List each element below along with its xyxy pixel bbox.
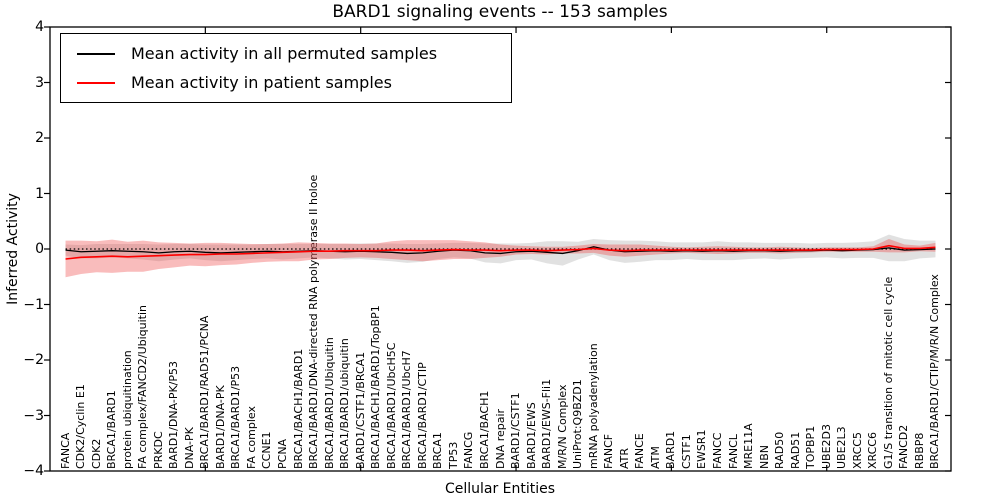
x-tick-label: DNA repair [493, 408, 507, 469]
x-tick-label: XRCC6 [866, 432, 880, 469]
y-tick-label: 0 [35, 241, 44, 257]
x-tick-label: BRCA1/BACH1/BARD1/TopBP1 [369, 305, 383, 469]
x-tick-label: UBE2D3 [819, 423, 833, 469]
x-tick-label: RAD50 [773, 431, 787, 469]
permuted-line-icon [77, 52, 115, 55]
legend-entry-patient: Mean activity in patient samples [71, 68, 501, 97]
patient-line-icon [77, 81, 115, 84]
x-tick-label: BARD1/CSTF1/BRCA1 [353, 351, 367, 469]
legend-label: Mean activity in all permuted samples [131, 44, 438, 63]
x-tick-label: M/R/N Complex [555, 384, 569, 469]
x-tick-label: BARD1/DNA-PK [213, 385, 227, 469]
x-tick-label: UBE2L3 [835, 426, 849, 469]
x-tick-label: BARD1/CSTF1 [509, 392, 523, 469]
x-tick-label: BRCA1/BARD1/ubiquitin [338, 338, 352, 469]
x-tick-label: BARD1/EWS [524, 402, 538, 469]
y-tick-label: −1 [23, 296, 44, 313]
x-tick-label: RBBP8 [912, 432, 926, 469]
x-tick-label: TP53 [446, 441, 460, 469]
x-tick-label: RAD51 [788, 431, 802, 469]
x-tick-label: BRCA1/BARD1/UbcH5C [384, 342, 398, 469]
x-tick-label: BRCA1/BARD1/P53 [229, 365, 243, 469]
legend: Mean activity in all permuted samples Me… [60, 33, 512, 103]
x-tick-label: UniProt:Q9BZD1 [571, 379, 585, 469]
x-tick-label: PRKDC [151, 431, 165, 469]
x-tick-label: BRCA1/BARD1/DNA-directed RNA polymerase … [307, 174, 321, 469]
x-tick-label: BRCA1/BARD1/CTIP/M/R/N Complex [928, 274, 942, 469]
y-tick-label: −4 [23, 463, 44, 479]
y-tick-label: 4 [35, 19, 44, 35]
x-tick-label: FANCG [462, 431, 476, 469]
x-tick-label: FA complex [244, 406, 258, 469]
x-tick-label: BARD1 [664, 430, 678, 469]
y-tick-label: −2 [23, 352, 44, 368]
x-tick-label: BRCA1 [431, 432, 445, 469]
x-tick-label: CDK2/Cyclin E1 [74, 384, 88, 469]
x-tick-label: FANCD2 [897, 424, 911, 469]
x-tick-label: XRCC5 [850, 432, 864, 469]
x-tick-label: G1/S transition of mitotic cell cycle [881, 276, 895, 469]
legend-label: Mean activity in patient samples [131, 73, 392, 92]
x-tick-label: ATR [617, 447, 631, 469]
x-tick-label: MRE11A [742, 423, 756, 469]
y-tick-label: 3 [35, 74, 44, 91]
x-tick-label: FA complex/FANCD2/Ubiquitin [136, 304, 150, 469]
x-tick-label: DNA-PK [182, 427, 196, 469]
x-tick-label: CCNE1 [260, 431, 274, 469]
x-tick-label: BARD1/DNA-PK/P53 [167, 360, 181, 469]
x-tick-label: BARD1/EWS-Fli1 [540, 378, 554, 469]
chart-title: BARD1 signaling events -- 153 samples [332, 2, 668, 22]
x-tick-label: BRCA1/BARD1/Ubiquitin [322, 337, 336, 469]
legend-entry-permuted: Mean activity in all permuted samples [71, 39, 501, 68]
y-tick-label: 1 [35, 185, 44, 202]
x-tick-label: BRCA1/BACH1/BARD1 [291, 348, 305, 469]
x-tick-label: BRCA1/BARD1/RAD51/PCNA [198, 315, 212, 469]
x-tick-label: FANCA [58, 432, 72, 469]
x-tick-label: BRCA1/BARD1 [105, 390, 119, 469]
y-tick-label: 2 [35, 130, 44, 146]
x-tick-label: TOPBP1 [804, 425, 818, 469]
x-tick-label: BRCA1/BACH1 [477, 390, 491, 469]
x-tick-label: NBN [757, 444, 771, 469]
x-tick-label: FANCC [710, 432, 724, 469]
y-tick-label: −3 [23, 407, 44, 424]
x-tick-label: FANCL [726, 434, 740, 469]
x-tick-label: FANCF [602, 433, 616, 469]
x-tick-label: BRCA1/BARD1/CTIP [415, 362, 429, 469]
x-tick-label: CDK2 [89, 438, 103, 469]
x-tick-label: FANCE [633, 433, 647, 469]
x-tick-label: BRCA1/BARD1/UbcH7 [400, 350, 414, 469]
x-tick-label: CSTF1 [679, 434, 693, 469]
x-tick-label: mRNA polyadenylation [586, 343, 600, 469]
x-tick-label: PCNA [276, 438, 290, 469]
x-tick-label: ATM [648, 446, 662, 469]
x-axis-title: Cellular Entities [444, 481, 556, 497]
x-tick-label: EWSR1 [695, 429, 709, 469]
x-tick-label: protein ubiquitination [120, 350, 134, 469]
